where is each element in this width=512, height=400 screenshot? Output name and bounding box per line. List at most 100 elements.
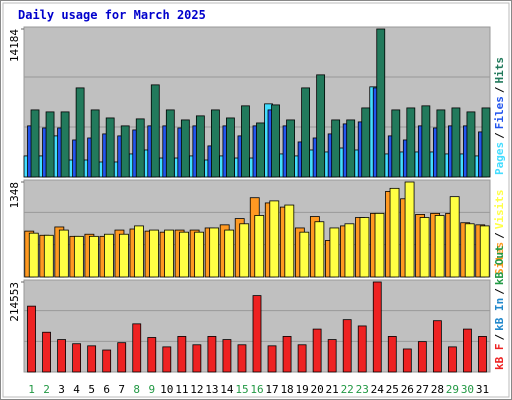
bar [342, 319, 352, 373]
bar [391, 109, 401, 178]
bar [387, 336, 397, 373]
y-tick-label: 14184 [8, 29, 21, 62]
x-tick-label: 9 [148, 383, 155, 396]
legend-entry: kB F [493, 344, 506, 371]
legend: kB F / kB In / kB Out [493, 245, 506, 370]
bar [314, 221, 325, 278]
x-tick-label: 7 [118, 383, 125, 396]
x-tick-label: 1 [28, 383, 35, 396]
bar [421, 105, 431, 178]
bar [104, 233, 114, 278]
x-tick-label: 31 [476, 383, 489, 396]
x-tick-label: 24 [371, 383, 385, 396]
bar [28, 232, 39, 278]
x-tick-label: 2 [43, 383, 50, 396]
bar [282, 336, 292, 373]
bar [389, 187, 400, 278]
legend-separator: / [493, 334, 506, 341]
bar [402, 348, 412, 373]
bar [436, 109, 446, 178]
x-tick-label: 21 [326, 383, 339, 396]
bar [42, 331, 51, 373]
bar [75, 87, 85, 178]
bar [180, 119, 190, 178]
bar [58, 229, 69, 278]
y-tick-label: 1348 [8, 182, 21, 209]
bar [448, 346, 457, 373]
legend-separator: / [493, 232, 506, 239]
bar [149, 229, 159, 278]
x-tick-label: 19 [295, 383, 308, 396]
x-tick-label: 11 [175, 383, 188, 396]
bar [271, 104, 280, 178]
bar [194, 231, 205, 278]
bar [87, 345, 97, 373]
x-tick-label: 17 [265, 383, 278, 396]
bar [177, 336, 187, 373]
legend-separator: / [493, 288, 506, 295]
bar [419, 217, 430, 278]
bar [254, 215, 265, 278]
bar [344, 223, 355, 278]
legend-entry: kB In [493, 298, 506, 331]
bar [45, 111, 55, 178]
x-tick-label: 20 [311, 383, 324, 396]
bar [222, 339, 232, 373]
bar [132, 323, 142, 373]
legend-separator: / [493, 86, 506, 93]
bar [209, 227, 220, 278]
bar [479, 225, 490, 278]
bar [327, 339, 337, 373]
chart-title: Daily usage for March 2025 [18, 8, 206, 22]
x-tick-label: 14 [220, 383, 234, 396]
bar [237, 344, 247, 373]
x-tick-label: 5 [88, 383, 95, 396]
bar [27, 305, 36, 373]
bar [150, 84, 160, 178]
bar [117, 342, 127, 373]
bar [357, 325, 367, 373]
x-tick-label: 27 [416, 383, 429, 396]
bar [57, 339, 66, 373]
x-tick-label: 18 [280, 383, 293, 396]
legend-entry: kB Out [493, 245, 506, 285]
bar [241, 105, 250, 178]
bar [30, 109, 40, 178]
bar [451, 107, 461, 178]
bar [284, 204, 295, 278]
bar [252, 295, 262, 373]
x-tick-label: 15 [235, 383, 248, 396]
legend: Pages / Files / Hits [493, 57, 506, 175]
bar [374, 212, 385, 278]
bar [192, 344, 202, 373]
x-tick-label: 25 [386, 383, 399, 396]
bar [464, 223, 475, 278]
bar [60, 111, 70, 178]
x-tick-label: 26 [401, 383, 414, 396]
bar [211, 109, 220, 178]
bar [43, 234, 54, 278]
legend-entry: Sites [493, 242, 506, 275]
bar [120, 125, 130, 178]
bar [88, 235, 99, 278]
x-tick-label: 13 [205, 383, 218, 396]
bar [147, 337, 157, 373]
bar [359, 217, 370, 278]
bar [297, 344, 307, 373]
y-tick-label: 214553 [8, 282, 21, 322]
bar [434, 215, 445, 278]
bar [195, 115, 205, 178]
legend-entry: Pages [493, 142, 506, 175]
bar [135, 118, 145, 178]
bar [105, 117, 115, 178]
x-tick-label: 8 [133, 383, 140, 396]
bar [404, 181, 415, 278]
x-tick-label: 30 [461, 383, 474, 396]
x-tick-label: 22 [341, 383, 354, 396]
bar [102, 349, 112, 373]
legend: Sites / Visits [493, 190, 506, 276]
bar [299, 231, 310, 278]
x-tick-label: 28 [431, 383, 444, 396]
bar [226, 117, 235, 178]
x-tick-label: 4 [73, 383, 80, 396]
